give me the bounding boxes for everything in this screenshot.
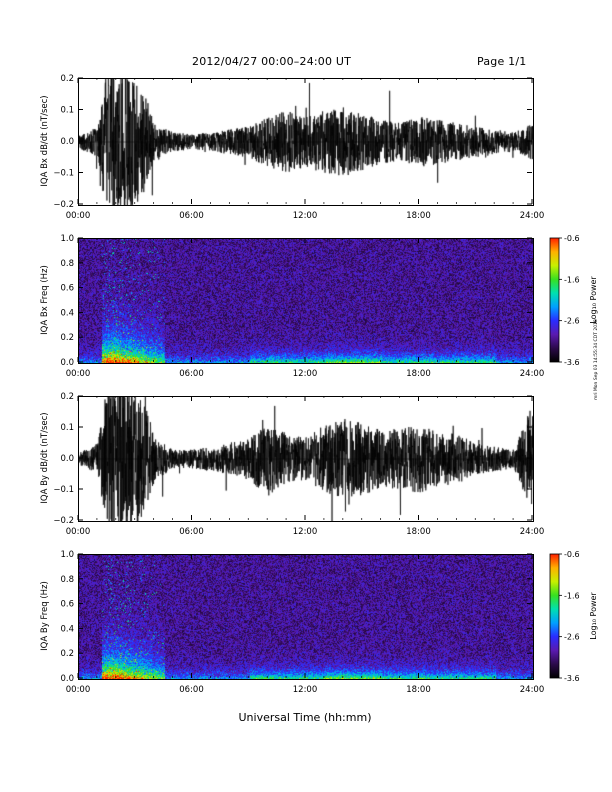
y-tick-label: 0.8	[60, 259, 74, 269]
colorbar-tick-label: -1.6	[564, 591, 580, 600]
x-tick-label: 18:00	[406, 211, 431, 221]
x-tick-label: 12:00	[293, 211, 318, 221]
y-tick-label: −0.1	[53, 169, 74, 179]
x-tick-label: 00:00	[66, 211, 91, 221]
y-tick-label: 0.1	[60, 106, 74, 116]
colorbar-label: Log₁₀ Power	[589, 276, 598, 324]
x-tick-label: 24:00	[520, 211, 545, 221]
x-tick-label: 06:00	[179, 527, 204, 537]
y-tick-label: 0.0	[60, 358, 74, 368]
y-tick-label: 1.0	[60, 550, 74, 560]
colorbar-tick-label: -0.6	[564, 234, 580, 243]
y-tick-label: 0.4	[60, 624, 74, 634]
y-tick-label: 0.4	[60, 308, 74, 318]
x-tick-label: 00:00	[66, 527, 91, 537]
colorbar	[549, 553, 560, 679]
x-tick-label: 06:00	[179, 369, 204, 379]
y-tick-label: 0.0	[60, 674, 74, 684]
by-dbdt-trace	[79, 397, 533, 521]
colorbar-tick-label: -2.6	[564, 633, 580, 642]
y-tick-label: 0.6	[60, 284, 74, 294]
x-tick-label: 06:00	[179, 685, 204, 695]
colorbar-tick-label: -3.6	[564, 674, 580, 683]
y-axis-label: IQA Bx dB/dt (nT/sec)	[40, 95, 50, 186]
x-tick-label: 24:00	[520, 369, 545, 379]
x-tick-label: 24:00	[520, 685, 545, 695]
colorbar-tick-label: -3.6	[564, 358, 580, 367]
x-tick-label: 00:00	[66, 369, 91, 379]
colorbar-tick-label: -0.6	[564, 550, 580, 559]
y-tick-label: 0.2	[60, 649, 74, 659]
x-tick-label: 18:00	[406, 685, 431, 695]
bx-spectrogram	[79, 239, 533, 363]
x-tick-label: 12:00	[293, 369, 318, 379]
y-tick-label: 1.0	[60, 234, 74, 244]
y-axis-label: IQA By dB/dt (nT/sec)	[40, 412, 50, 503]
y-tick-label: −0.2	[53, 200, 74, 210]
x-tick-label: 18:00	[406, 527, 431, 537]
x-tick-label: 00:00	[66, 685, 91, 695]
y-tick-label: 0.2	[60, 392, 74, 402]
y-axis-label: IQA By Freq (Hz)	[40, 581, 50, 651]
bx-dbdt-panel	[78, 78, 534, 206]
bx-dbdt-trace	[79, 79, 533, 205]
y-tick-label: 0.0	[60, 137, 74, 147]
plot-title: 2012/04/27 00:00–24:00 UT	[192, 55, 352, 68]
x-axis-label: Universal Time (hh:mm)	[239, 711, 372, 724]
colorbar-label: Log₁₀ Power	[589, 592, 598, 640]
y-axis-label: IQA Bx Freq (Hz)	[40, 265, 50, 335]
y-tick-label: 0.2	[60, 333, 74, 343]
y-tick-label: 0.0	[60, 454, 74, 464]
y-tick-label: 0.2	[60, 74, 74, 84]
colorbar-tick-label: -2.6	[564, 317, 580, 326]
x-tick-label: 06:00	[179, 211, 204, 221]
x-tick-label: 24:00	[520, 527, 545, 537]
y-tick-label: −0.2	[53, 516, 74, 526]
x-tick-label: 12:00	[293, 685, 318, 695]
colorbar-tick-label: -1.6	[564, 275, 580, 284]
y-tick-label: −0.1	[53, 485, 74, 495]
by-dbdt-panel	[78, 396, 534, 522]
by-spectrogram	[79, 555, 533, 679]
by-spectrogram-panel	[78, 554, 534, 680]
y-tick-label: 0.6	[60, 600, 74, 610]
y-tick-label: 0.8	[60, 575, 74, 585]
y-tick-label: 0.1	[60, 423, 74, 433]
x-tick-label: 18:00	[406, 369, 431, 379]
colorbar	[549, 237, 560, 363]
page-indicator: Page 1/1	[477, 55, 527, 68]
bx-spectrogram-panel	[78, 238, 534, 364]
x-tick-label: 12:00	[293, 527, 318, 537]
